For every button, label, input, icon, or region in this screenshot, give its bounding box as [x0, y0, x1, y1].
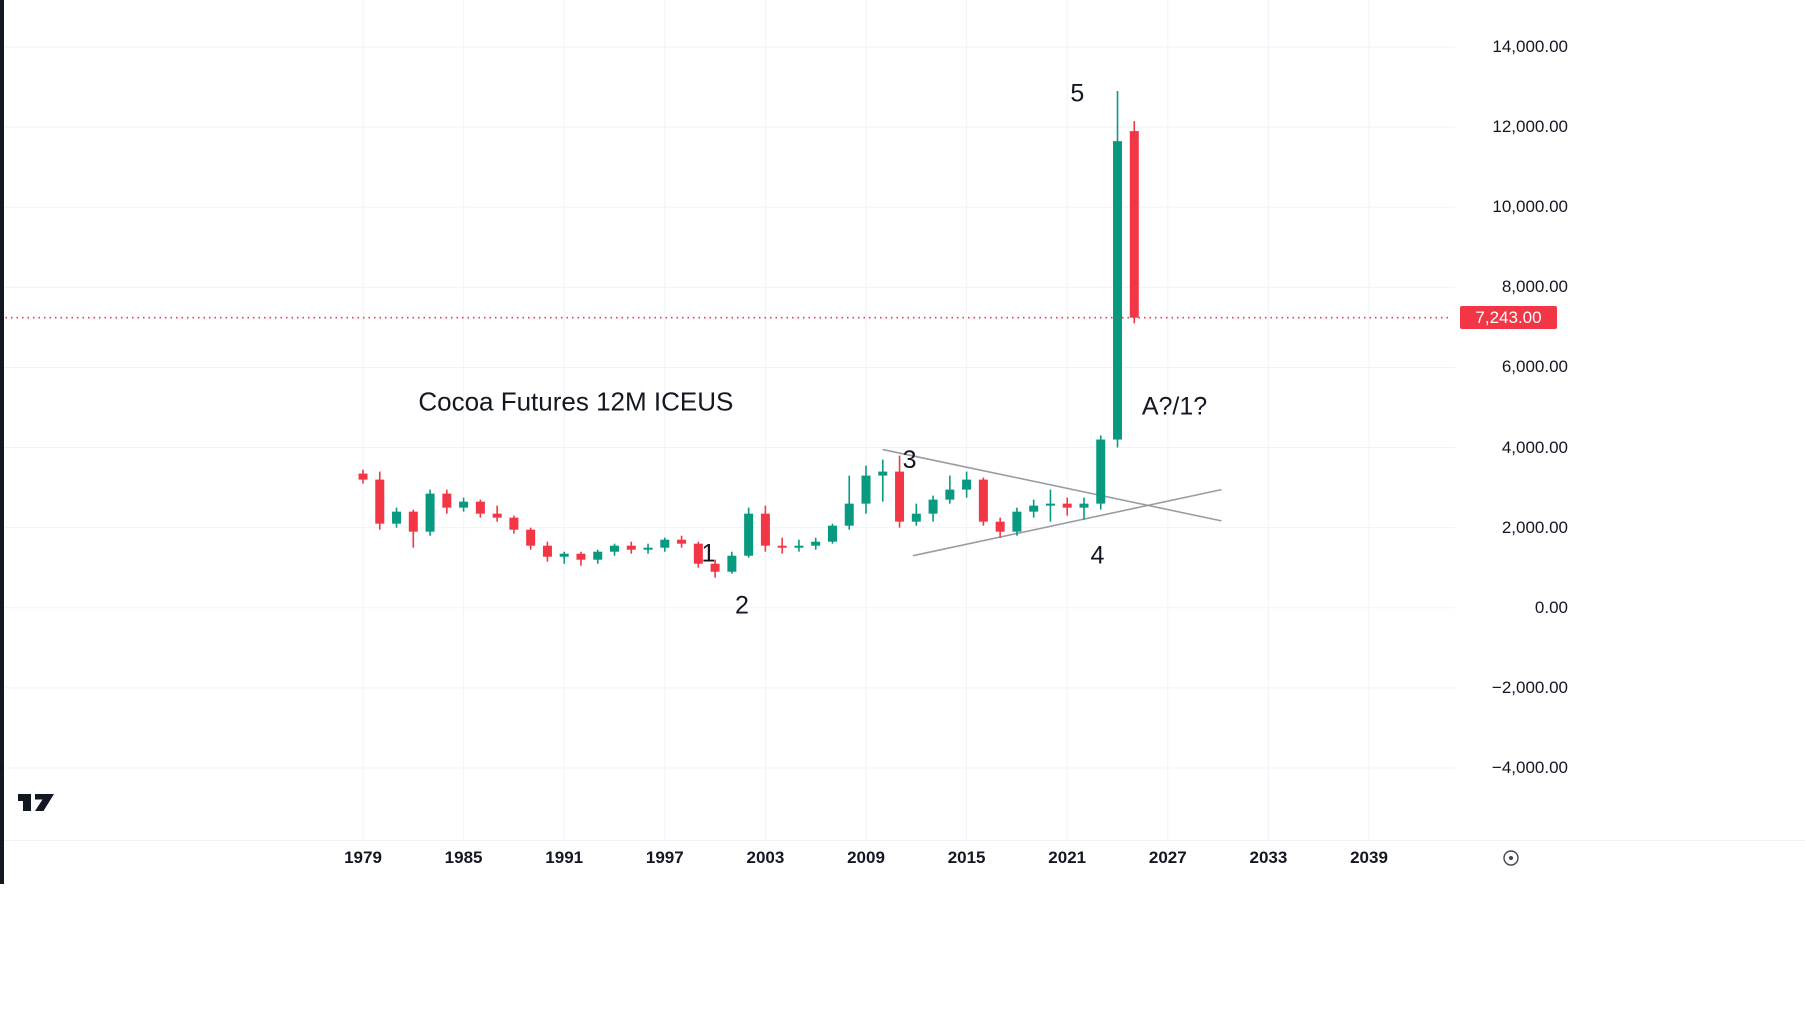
time-axis-label: 1985	[444, 848, 483, 867]
candle-2009	[861, 465, 871, 514]
candle-1993	[593, 549, 603, 564]
candle-2013	[928, 495, 938, 522]
chart-annotation[interactable]: 4	[1090, 542, 1104, 570]
time-axis-label: 1991	[545, 848, 584, 867]
candle-2010	[878, 459, 888, 502]
price-axis-label: 0.00	[1534, 597, 1568, 617]
candle-2023	[1096, 435, 1106, 510]
candle-1998	[677, 535, 687, 548]
candle-2000	[710, 559, 720, 578]
chart-plot-area[interactable]: Cocoa Futures 12M ICEUS 1 2 3 4 5 A?/1?	[0, 0, 1455, 840]
candle-2008	[844, 475, 854, 530]
trendline[interactable]	[882, 448, 1222, 522]
current-price-tag: 7,243.00	[1460, 306, 1557, 330]
candle-2014	[945, 475, 955, 504]
candle-1987	[492, 505, 502, 522]
pane-left-border	[0, 0, 4, 884]
candle-2011	[895, 455, 905, 528]
time-axis-label: 2021	[1048, 848, 1087, 867]
price-axis-label: 8,000.00	[1501, 277, 1568, 297]
chart-canvas[interactable]: Cocoa Futures 12M ICEUS 12 3 4 5 A?/1?	[0, 0, 1455, 840]
candle-1985	[459, 497, 469, 512]
candle-1991	[559, 551, 569, 564]
candle-2024	[1113, 91, 1123, 448]
price-axis-label: 6,000.00	[1501, 357, 1568, 377]
price-axis-label: 4,000.00	[1501, 437, 1568, 457]
trendline[interactable]	[912, 488, 1222, 557]
time-axis-label: 1997	[645, 848, 684, 867]
candle-2004	[777, 537, 787, 554]
candle-1997	[660, 537, 670, 552]
time-axis-label: 2015	[947, 848, 986, 867]
candle-2018	[1012, 507, 1022, 536]
candle-1995	[626, 541, 636, 554]
chart-annotation[interactable]: 1	[701, 540, 715, 568]
time-axis-label: 2039	[1350, 848, 1388, 867]
candle-1984	[442, 489, 452, 514]
timezone-target-icon[interactable]	[1500, 847, 1522, 869]
candle-1999	[693, 541, 703, 568]
candle-2012	[911, 503, 921, 526]
chart-annotation[interactable]: A?/1?	[1142, 393, 1207, 421]
price-axis-label: −2,000.00	[1491, 677, 1568, 697]
candle-2005	[794, 539, 804, 552]
candle-2006	[811, 537, 821, 550]
candle-2017	[995, 517, 1005, 538]
candle-1982	[408, 509, 418, 548]
candle-2015	[962, 471, 972, 498]
timezone-target-icon-glyph	[1503, 850, 1519, 866]
tradingview-logo-glyph	[18, 794, 54, 811]
chart-annotation[interactable]: Cocoa Futures 12M ICEUS	[418, 386, 733, 416]
candle-1992	[576, 551, 586, 566]
candle-2002	[744, 507, 754, 558]
price-axis-label: 2,000.00	[1501, 517, 1568, 537]
price-axis-label: −4,000.00	[1491, 758, 1568, 777]
candle-2021	[1062, 497, 1072, 516]
chart-annotation[interactable]: 3	[903, 446, 917, 474]
candle-1979	[358, 469, 368, 484]
candle-2003	[760, 505, 770, 552]
candle-1989	[526, 527, 536, 550]
time-axis-label: 2009	[847, 848, 885, 867]
price-axis-label: 12,000.00	[1492, 117, 1568, 137]
candle-2022	[1079, 497, 1089, 520]
price-axis[interactable]: 7,243.00 14,000.00 12,000.00 10,000.00 8,00…	[1455, 0, 1805, 840]
candle-1986	[475, 499, 485, 518]
candle-1981	[392, 507, 402, 528]
time-axis-label: 2033	[1249, 848, 1288, 867]
candle-1996	[643, 543, 653, 554]
candle-2025	[1129, 121, 1139, 324]
chart-annotation[interactable]: 2	[735, 592, 749, 620]
time-axis-label: 2027	[1148, 848, 1187, 867]
time-axis[interactable]: 1979 1985 1991 1997 2003 2009 2015 2021 2027 2033…	[0, 840, 1805, 885]
candle-2016	[978, 477, 988, 526]
chart-annotation[interactable]: 5	[1070, 80, 1084, 108]
candle-2019	[1029, 499, 1039, 518]
candle-1983	[425, 489, 435, 536]
time-axis-label: 1979	[344, 848, 382, 867]
candle-2001	[727, 551, 737, 574]
time-axis-label: 2003	[746, 848, 785, 867]
price-axis-label: 14,000.00	[1492, 37, 1568, 56]
candle-2007	[827, 523, 837, 544]
tradingview-logo[interactable]	[16, 789, 60, 815]
candle-1980	[375, 471, 385, 530]
candle-1994	[610, 543, 620, 556]
candle-2020	[1045, 489, 1055, 522]
candle-1990	[542, 541, 552, 562]
price-axis-label: 10,000.00	[1492, 197, 1568, 217]
candle-1988	[509, 515, 519, 534]
